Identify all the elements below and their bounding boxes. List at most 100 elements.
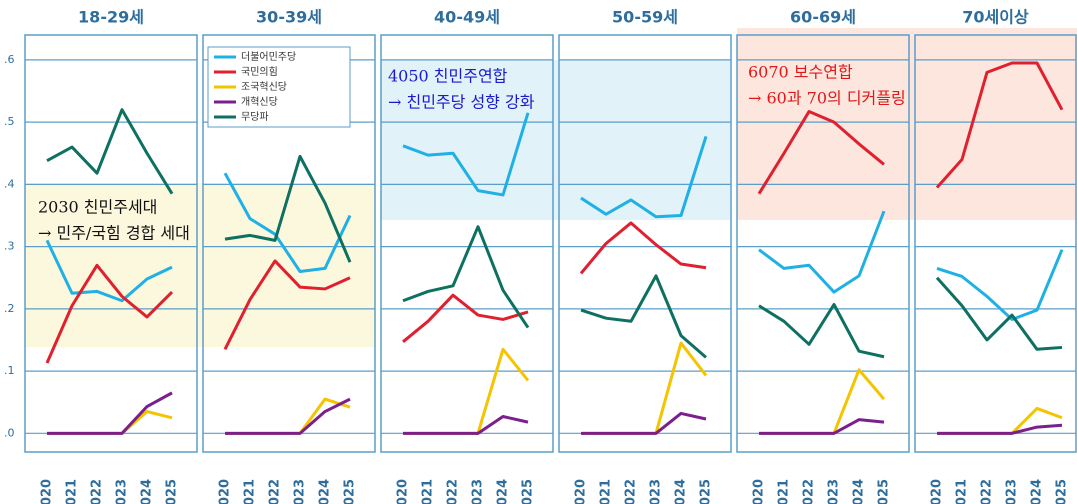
series-line <box>937 406 1063 435</box>
series-line <box>223 172 352 274</box>
series-line <box>758 302 885 359</box>
panel-frame <box>736 34 910 453</box>
x-tick-label: 2023 <box>827 479 842 504</box>
legend-label: 개혁신당 <box>241 96 278 108</box>
series-line <box>47 410 173 435</box>
legend-label: 국민의힘 <box>241 66 278 78</box>
annotation: → 친민주당 성향 강화 <box>388 93 535 112</box>
series-line <box>935 276 1063 351</box>
x-tick-label: 2023 <box>1005 479 1020 504</box>
series-line <box>403 347 530 435</box>
series-line <box>580 274 707 359</box>
x-tick-label: 2020 <box>40 479 55 504</box>
x-tick-label: 2021 <box>777 479 792 504</box>
series-line <box>224 154 352 263</box>
x-tick-label: 2025 <box>165 479 180 504</box>
series-line <box>403 415 529 435</box>
series-line <box>47 391 173 435</box>
annotation: 2030 친민주세대 <box>38 198 157 217</box>
x-tick-label: 2025 <box>877 479 892 504</box>
y-tick-label: .0 <box>4 426 15 439</box>
x-tick-label: 2021 <box>599 479 614 504</box>
x-tick-label: 2022 <box>90 479 105 504</box>
x-tick-label: 2024 <box>1030 479 1045 504</box>
x-tick-label: 2021 <box>955 479 970 504</box>
panel-frame <box>24 34 198 453</box>
x-tick-label: 2021 <box>243 479 258 504</box>
x-tick-label: 2022 <box>980 479 995 504</box>
x-tick-label: 2020 <box>930 479 945 504</box>
series-line <box>45 263 174 364</box>
series-line <box>45 239 173 303</box>
highlight-band <box>737 28 1077 220</box>
annotation: → 60과 70의 디커플링 <box>748 89 906 108</box>
series-line <box>759 418 885 435</box>
y-tick-label: .4 <box>4 177 15 190</box>
x-tick-label: 2024 <box>496 479 511 504</box>
y-tick-label: .1 <box>4 364 15 377</box>
series-line <box>581 411 707 435</box>
x-tick-label: 2025 <box>1055 479 1070 504</box>
annotation: 4050 친민주연합 <box>388 67 508 86</box>
series-line <box>402 293 529 343</box>
panel-title: 18-29세 <box>78 8 144 27</box>
series-line <box>758 210 886 294</box>
y-tick-label: .5 <box>4 115 15 128</box>
panel-title: 40-49세 <box>434 8 500 27</box>
highlight-band <box>381 60 730 220</box>
annotation: 6070 보수연합 <box>748 63 853 82</box>
series-line <box>402 112 530 197</box>
series-line <box>581 341 708 435</box>
series-line <box>46 108 174 195</box>
x-tick-label: 2020 <box>752 479 767 504</box>
x-tick-label: 2025 <box>521 479 536 504</box>
x-tick-label: 2024 <box>140 479 155 504</box>
panel-title: 50-59세 <box>612 8 678 27</box>
series-line <box>402 225 530 329</box>
panel-frame <box>380 34 554 453</box>
x-tick-label: 2025 <box>699 479 714 504</box>
panel-frame <box>202 34 376 453</box>
panel-frame <box>914 34 1077 453</box>
legend-label: 무당파 <box>241 111 269 123</box>
series-line <box>225 397 351 435</box>
panel-title: 30-39세 <box>256 8 322 27</box>
x-tick-label: 2023 <box>115 479 130 504</box>
panel-title: 70세이상 <box>962 8 1029 27</box>
highlight-band <box>25 183 375 347</box>
series-line <box>580 135 708 219</box>
series-line <box>757 110 885 195</box>
x-tick-label: 2022 <box>268 479 283 504</box>
series-line <box>225 397 351 435</box>
y-tick-label: .6 <box>4 53 15 66</box>
annotation: → 민주/국힘 경합 세대 <box>38 224 190 243</box>
x-tick-label: 2023 <box>649 479 664 504</box>
x-tick-label: 2020 <box>396 479 411 504</box>
series-line <box>935 61 1064 189</box>
panel-frame <box>558 34 732 453</box>
x-tick-label: 2021 <box>65 479 80 504</box>
series-line <box>759 368 886 435</box>
x-tick-label: 2024 <box>318 479 333 504</box>
x-tick-label: 2024 <box>852 479 867 504</box>
y-tick-label: .3 <box>4 240 15 253</box>
series-line <box>936 249 1064 321</box>
x-tick-label: 2020 <box>218 479 233 504</box>
x-tick-label: 2021 <box>421 479 436 504</box>
series-line <box>223 259 351 350</box>
x-tick-label: 2023 <box>471 479 486 504</box>
x-tick-label: 2024 <box>674 479 689 504</box>
series-line <box>937 423 1063 435</box>
x-tick-label: 2022 <box>802 479 817 504</box>
legend-label: 더불어민주당 <box>241 51 296 63</box>
legend-label: 조국혁신당 <box>241 81 287 93</box>
y-tick-label: .2 <box>4 302 15 315</box>
x-tick-label: 2025 <box>343 479 358 504</box>
series-line <box>579 221 707 275</box>
x-tick-label: 2023 <box>293 479 308 504</box>
x-tick-label: 2022 <box>624 479 639 504</box>
panel-title: 60-69세 <box>790 8 856 27</box>
x-tick-label: 2020 <box>574 479 589 504</box>
x-tick-label: 2022 <box>446 479 461 504</box>
